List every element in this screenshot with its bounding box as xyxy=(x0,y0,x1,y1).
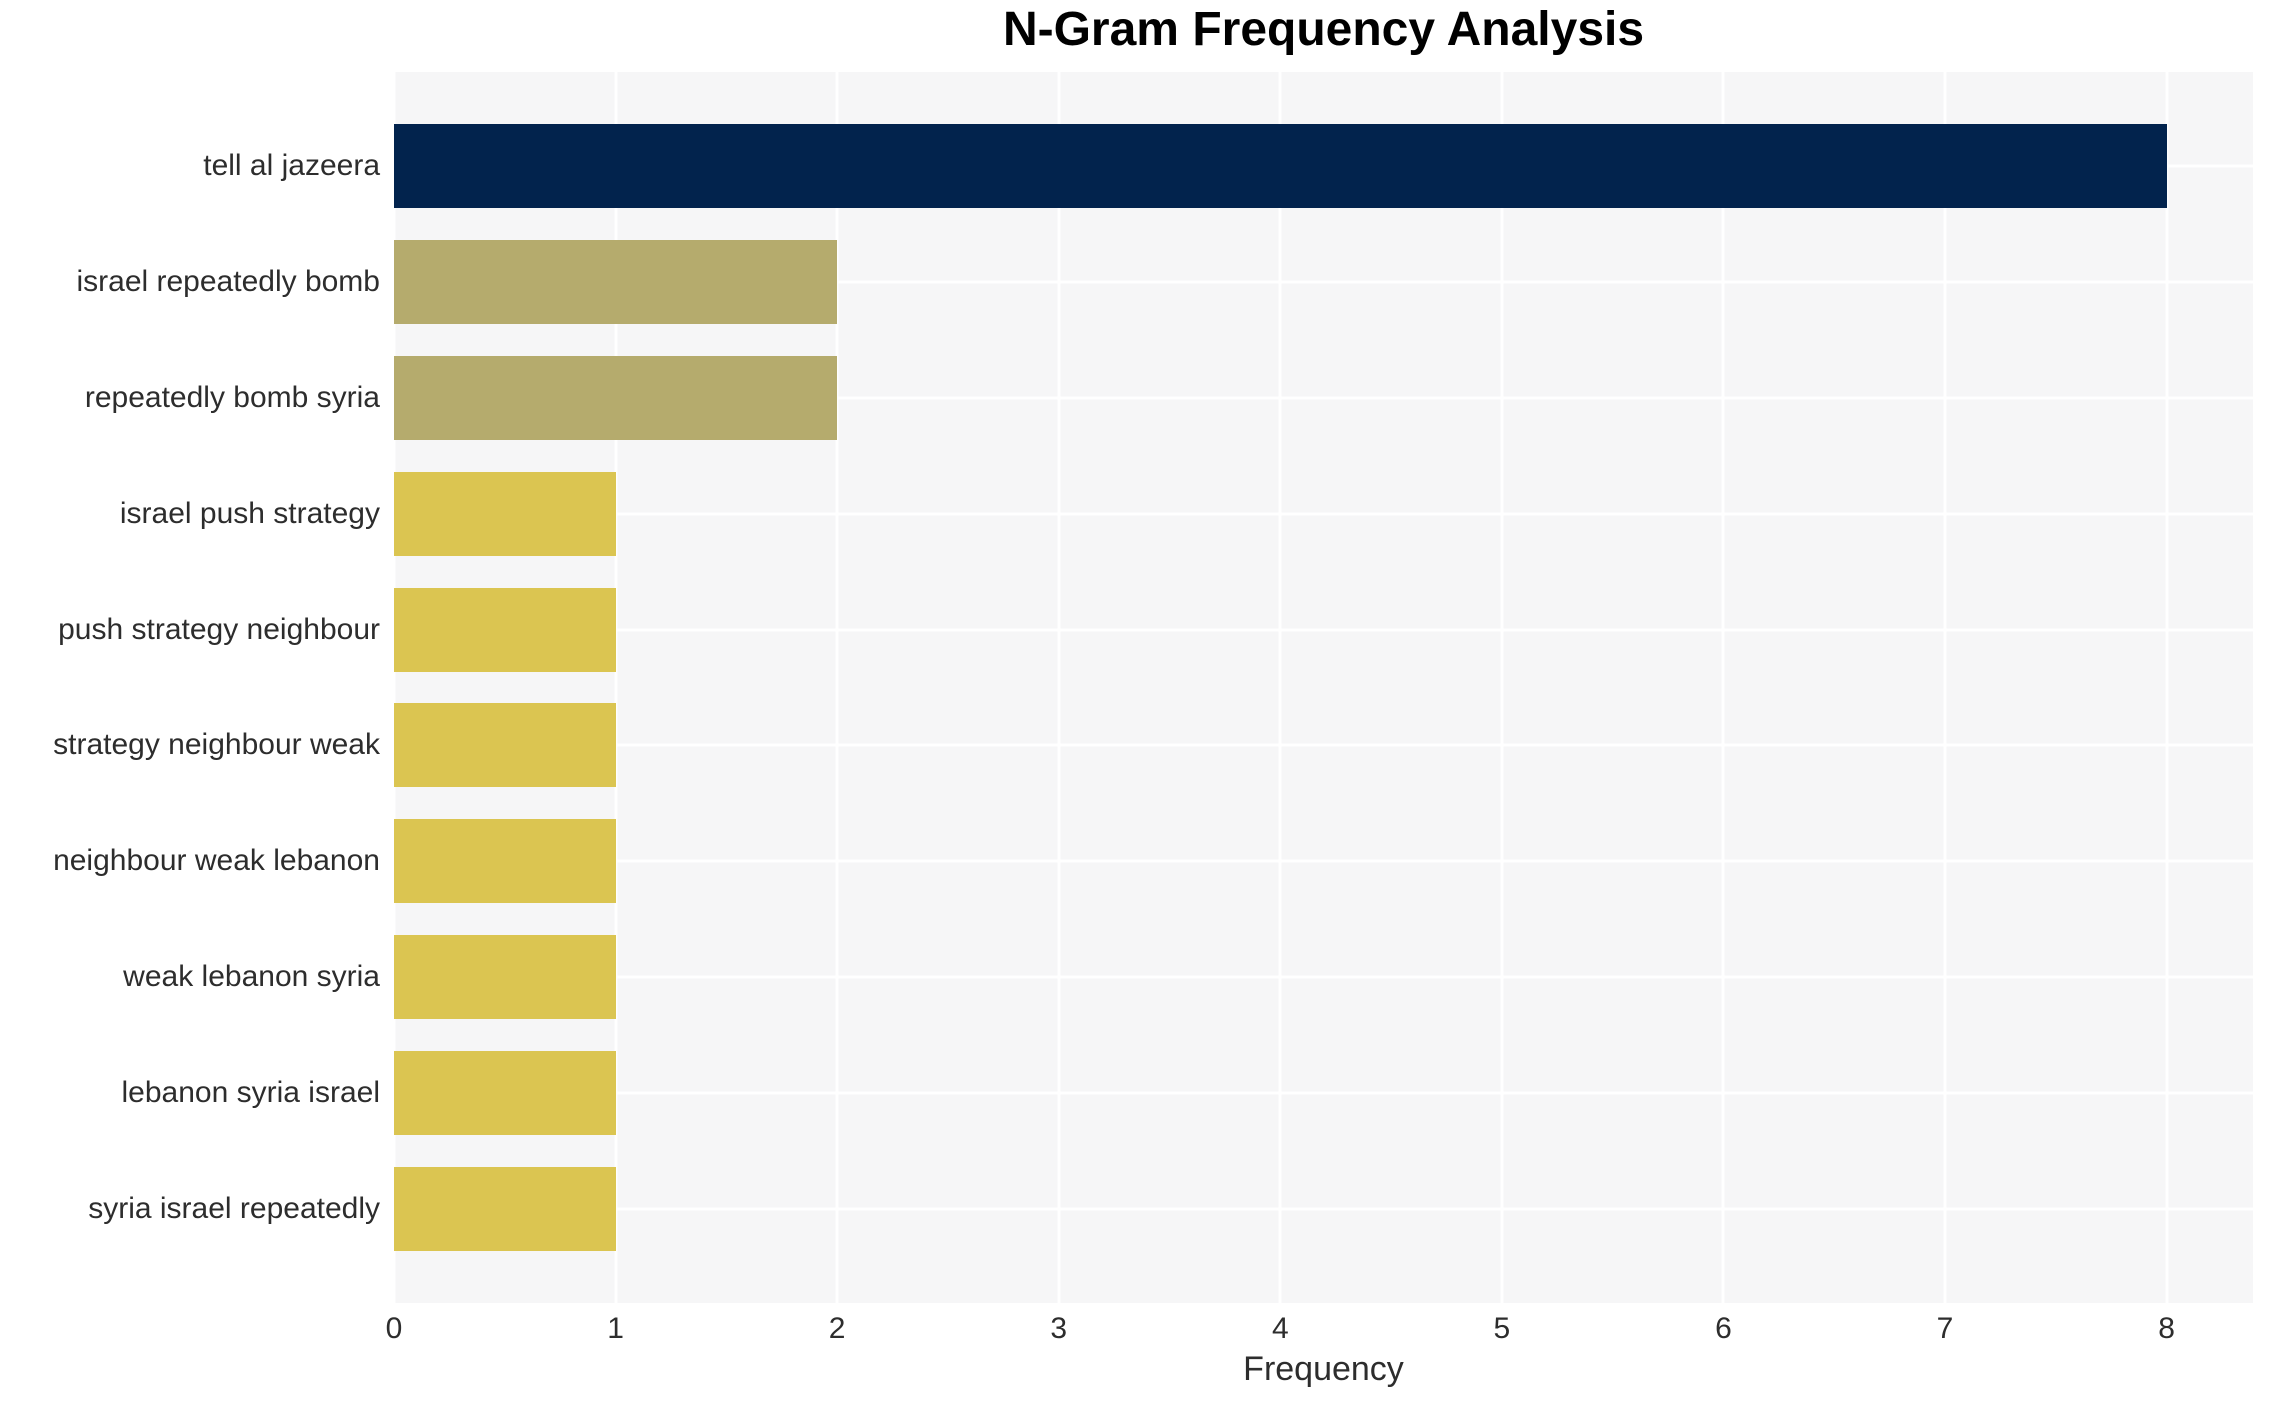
y-tick-label: tell al jazeera xyxy=(203,148,380,182)
frequency-bar xyxy=(394,471,616,556)
bar-row xyxy=(394,456,2253,572)
vertical-gridline xyxy=(835,72,839,1303)
frequency-bar xyxy=(394,935,616,1020)
horizontal-gridline xyxy=(394,1207,2253,1211)
x-axis-title: Frequency xyxy=(1243,1350,1404,1388)
vertical-gridline xyxy=(1278,72,1282,1303)
y-tick-label: repeatedly bomb syria xyxy=(84,380,380,414)
bar-row xyxy=(394,224,2253,340)
plot-area xyxy=(392,72,2253,1303)
frequency-bar xyxy=(394,123,2167,208)
frequency-bar xyxy=(394,1051,616,1136)
horizontal-gridline xyxy=(394,628,2253,632)
x-tick-label: 4 xyxy=(1271,1312,1289,1345)
bar-row xyxy=(394,688,2253,804)
x-tick-label: 8 xyxy=(2158,1312,2175,1345)
vertical-gridline xyxy=(1721,72,1725,1303)
vertical-gridline xyxy=(1057,72,1061,1303)
vertical-gridline xyxy=(1500,72,1504,1303)
x-tick-label: 3 xyxy=(1050,1312,1068,1345)
y-tick-label: neighbour weak lebanon xyxy=(53,844,380,878)
bar-row xyxy=(394,572,2253,688)
vertical-gridline xyxy=(392,72,396,1303)
horizontal-gridline xyxy=(394,859,2253,863)
x-tick-label: 7 xyxy=(1936,1312,1954,1345)
vertical-gridline xyxy=(2165,72,2169,1303)
y-tick-label: israel push strategy xyxy=(119,496,380,530)
y-axis-labels: tell al jazeera israel repeatedly bomb rep… xyxy=(0,72,380,1303)
bar-row xyxy=(394,919,2253,1035)
x-tick-label: 5 xyxy=(1493,1312,1511,1345)
frequency-bar xyxy=(394,819,616,904)
vertical-gridline xyxy=(1943,72,1947,1303)
horizontal-gridline xyxy=(394,743,2253,747)
y-tick-label: israel repeatedly bomb xyxy=(76,264,380,298)
y-tick-label: lebanon syria israel xyxy=(121,1076,380,1110)
horizontal-gridline xyxy=(394,1091,2253,1095)
bar-row xyxy=(394,1035,2253,1151)
y-tick-label: syria israel repeatedly xyxy=(88,1192,380,1226)
horizontal-gridline xyxy=(394,512,2253,516)
frequency-bar xyxy=(394,703,616,788)
x-axis-ticks: 0 1 2 3 4 5 6 7 8 xyxy=(386,1306,2253,1352)
frequency-bar xyxy=(394,239,838,324)
horizontal-gridline xyxy=(394,280,2253,284)
bar-row xyxy=(394,803,2253,919)
x-tick-label: 1 xyxy=(607,1312,624,1345)
chart-title: N-Gram Frequency Analysis xyxy=(1002,3,1645,56)
x-tick-label: 0 xyxy=(385,1312,403,1345)
bar-row xyxy=(394,340,2253,456)
y-tick-label: strategy neighbour weak xyxy=(53,728,380,762)
frequency-bar xyxy=(394,1167,616,1252)
bar-rows xyxy=(394,72,2253,1303)
y-tick-label: push strategy neighbour xyxy=(58,612,380,646)
bar-row xyxy=(394,108,2253,224)
x-tick-label: 2 xyxy=(828,1312,846,1345)
horizontal-gridline xyxy=(394,396,2253,400)
horizontal-gridline xyxy=(394,975,2253,979)
vertical-gridline xyxy=(614,72,618,1303)
bar-row xyxy=(394,1151,2253,1267)
x-tick-label: 6 xyxy=(1715,1312,1732,1345)
frequency-bar xyxy=(394,587,616,672)
frequency-bar xyxy=(394,355,838,440)
y-tick-label: weak lebanon syria xyxy=(123,960,380,994)
